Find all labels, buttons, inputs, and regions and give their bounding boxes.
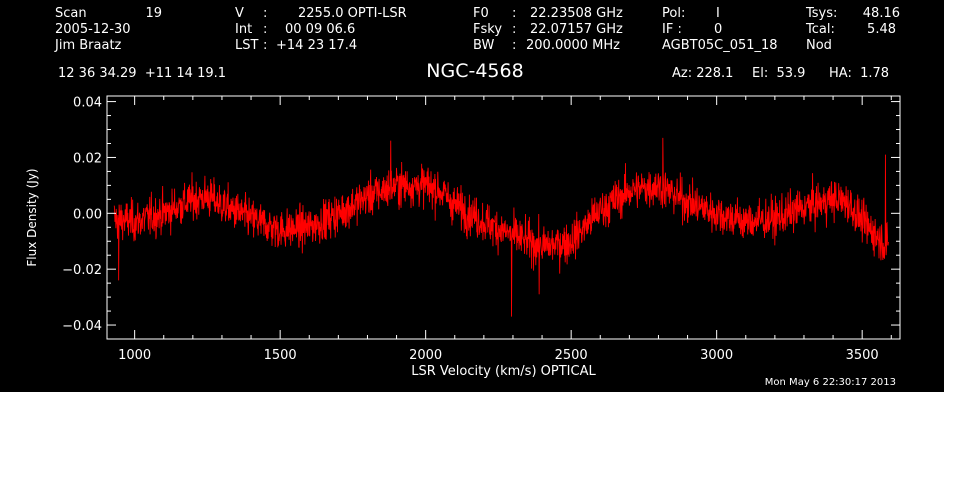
trace-layer: [113, 137, 889, 317]
y-axis-label: Flux Density (Jy): [25, 168, 39, 266]
velocity-colon: :: [263, 6, 268, 21]
tick-layer: 1000 1500 2000 2500 3000 3500 −0.04 −0.02 0.00 0.…: [62, 96, 900, 363]
lst-colon: :: [263, 38, 268, 53]
lst-value: +14 23 17.4: [276, 38, 358, 53]
hour-angle-text: HA: 1.78: [829, 66, 890, 81]
f0-label: F0: [473, 6, 489, 21]
coordinates-text: 12 36 34.29 +11 14 19.1: [58, 66, 227, 81]
date-text: 2005-12-30: [55, 22, 131, 37]
spectrum-chart: 1000 1500 2000 2500 3000 3500 −0.04 −0.02 0.00 0.…: [25, 95, 901, 379]
plot-timestamp: Mon May 6 22:30:17 2013: [764, 377, 896, 388]
azimuth-text: Az: 228.1: [672, 66, 734, 81]
if-value: 0: [714, 22, 723, 37]
if-label: IF :: [662, 22, 682, 37]
int-value: 00 09 06.6: [285, 22, 356, 37]
fsky-colon: :: [512, 22, 517, 37]
project-text: AGBT05C_051_18: [662, 38, 778, 53]
x-axis-label: LSR Velocity (km/s) OPTICAL: [411, 364, 596, 379]
x-tick-label: 1500: [264, 348, 297, 363]
x-tick-label: 3000: [700, 348, 733, 363]
y-tick-label: 0.04: [73, 96, 102, 111]
scan-label: Scan: [55, 6, 87, 21]
f0-colon: :: [512, 6, 517, 21]
f0-value: 22.23508 GHz: [530, 6, 623, 21]
tsys-label: Tsys:: [806, 6, 838, 21]
velocity-value: 2255.0 OPTI-LSR: [298, 6, 407, 21]
plot-frame: [106, 95, 901, 340]
int-label: Int: [235, 22, 253, 37]
bw-label: BW: [473, 38, 495, 53]
bw-colon: :: [512, 38, 517, 53]
x-tick-label: 3500: [846, 348, 879, 363]
x-tick-label: 2000: [409, 348, 442, 363]
y-tick-label: −0.02: [62, 263, 102, 278]
velocity-label: V: [235, 6, 244, 21]
lst-label: LST: [235, 38, 259, 53]
fsky-label: Fsky: [473, 22, 503, 37]
x-tick-label: 1000: [118, 348, 151, 363]
tcal-label: Tcal:: [806, 22, 835, 37]
y-tick-label: −0.04: [62, 319, 102, 334]
spectrum-trace: [113, 137, 889, 317]
bw-value: 200.0000 MHz: [526, 38, 620, 53]
pol-value: I: [716, 6, 720, 21]
y-tick-label: 0.00: [73, 207, 102, 222]
int-colon: :: [263, 22, 268, 37]
observer-text: Jim Braatz: [55, 38, 122, 53]
y-tick-label: 0.02: [73, 151, 102, 166]
chart-title: NGC-4568: [426, 60, 524, 82]
fsky-value: 22.07157 GHz: [530, 22, 623, 37]
tcal-value: 5.48: [867, 22, 896, 37]
pol-label: Pol:: [662, 6, 686, 21]
x-tick-label: 2500: [555, 348, 588, 363]
elevation-text: El: 53.9: [752, 66, 806, 81]
tsys-value: 48.16: [862, 6, 900, 21]
scan-value: 19: [145, 6, 162, 21]
mode-text: Nod: [806, 38, 832, 53]
plot-panel: Scan 19 2005-12-30 Jim Braatz V : 2255.0…: [0, 0, 944, 392]
